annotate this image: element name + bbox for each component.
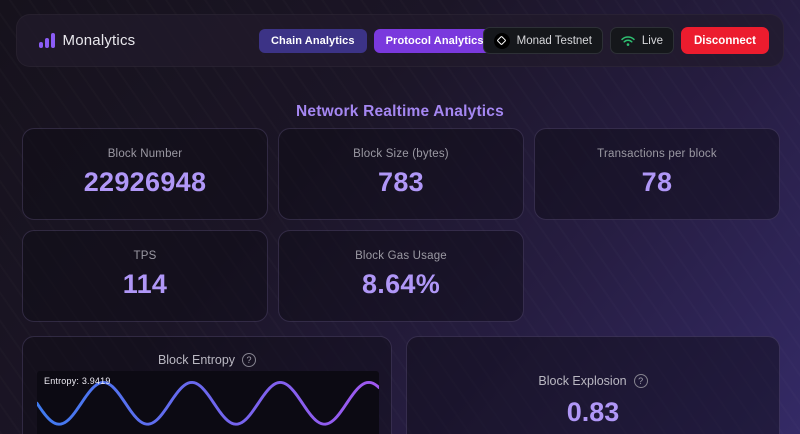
entropy-chart: Entropy: 3.9419 — [37, 371, 379, 434]
stat-label: Block Size (bytes) — [353, 148, 449, 160]
monad-diamond-icon — [493, 32, 510, 49]
wifi-icon — [621, 35, 635, 46]
live-badge-label: Live — [641, 34, 663, 47]
brand-name: Monalytics — [62, 32, 136, 49]
entropy-wave-path — [37, 380, 379, 426]
tab-protocol-analytics[interactable]: Protocol Analytics — [373, 28, 496, 53]
question-circle-icon[interactable]: ? — [633, 374, 648, 388]
question-circle-icon[interactable]: ? — [242, 353, 257, 367]
stat-card-block-number: Block Number 22926948 — [22, 128, 268, 220]
header-right-group: Monad Testnet Live Disconnect — [482, 15, 769, 66]
block-entropy-title: Block Entropy — [157, 353, 236, 367]
network-badge[interactable]: Monad Testnet — [482, 27, 603, 54]
stat-label: Block Number — [107, 148, 183, 160]
bar-chart-logo-icon — [39, 33, 55, 48]
network-badge-label: Monad Testnet — [516, 34, 592, 47]
entropy-annotation: Entropy: 3.9419 — [44, 376, 111, 386]
stat-card-block-gas-usage: Block Gas Usage 8.64% — [278, 230, 524, 322]
stat-value: 22926948 — [83, 167, 207, 197]
block-explosion-title: Block Explosion — [538, 374, 627, 388]
disconnect-button[interactable]: Disconnect — [681, 27, 769, 54]
entropy-wave-svg — [37, 380, 379, 426]
nav-tabs: Chain Analytics Protocol Analytics — [259, 15, 496, 66]
stat-card-block-size: Block Size (bytes) 783 — [278, 128, 524, 220]
block-explosion-card: Block Explosion ? 0.83 — [406, 336, 780, 434]
block-explosion-value: 0.83 — [566, 397, 620, 427]
tab-chain-analytics[interactable]: Chain Analytics — [259, 28, 367, 53]
stat-value: 78 — [641, 167, 673, 197]
stat-label: TPS — [133, 250, 157, 262]
stat-value: 114 — [122, 269, 168, 299]
stat-value: 8.64% — [361, 269, 441, 299]
stat-label: Block Gas Usage — [355, 250, 447, 262]
brand: Monalytics — [39, 15, 135, 66]
page-title: Network Realtime Analytics — [296, 103, 504, 120]
stat-card-tps: TPS 114 — [22, 230, 268, 322]
stat-label: Transactions per block — [597, 148, 717, 160]
live-status-badge: Live — [609, 27, 674, 54]
stat-card-transactions-per-block: Transactions per block 78 — [534, 128, 780, 220]
block-entropy-card: Block Entropy ? Entropy: 3.9419 — [22, 336, 392, 434]
stat-value: 783 — [378, 167, 424, 197]
top-navbar: Monalytics Chain Analytics Protocol Anal… — [16, 14, 784, 67]
